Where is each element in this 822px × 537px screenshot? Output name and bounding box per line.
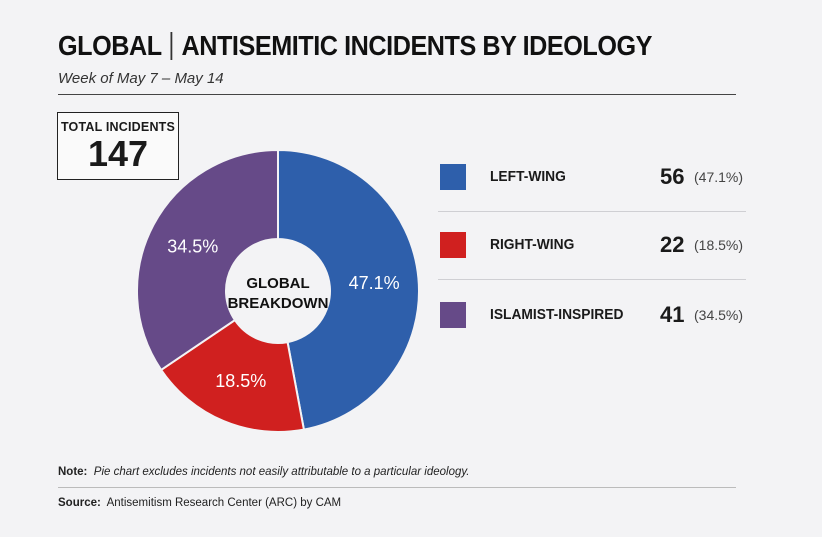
legend-label: ISLAMIST-INSPIRED	[490, 306, 624, 323]
legend-count: 22	[660, 232, 685, 257]
legend-count: 41	[660, 302, 685, 327]
legend-percent: (47.1%)	[694, 169, 744, 185]
note-text: Pie chart excludes incidents not easily …	[93, 466, 470, 478]
source-label: Source:	[58, 497, 101, 509]
legend-count: 56	[660, 164, 685, 189]
total-incidents-label: TOTAL INCIDENTS	[60, 120, 176, 134]
center-label-line-1: GLOBAL	[246, 275, 309, 292]
total-incidents-value: 147	[87, 133, 149, 174]
footer-divider	[58, 487, 736, 488]
note-label: Note:	[58, 466, 88, 478]
slice-label-left-wing: 47.1%	[349, 273, 400, 293]
legend-divider	[438, 279, 746, 280]
total-incidents-box: TOTAL INCIDENTS 147	[57, 112, 179, 180]
center-label-line-2: BREAKDOWN	[228, 295, 329, 312]
chart-title: GLOBAL ANTISEMITIC INCIDENTS BY IDEOLOGY	[58, 30, 652, 62]
legend-label: RIGHT-WING	[490, 236, 575, 253]
legend-item-right-wing: RIGHT-WING 22 (18.5%)	[438, 231, 746, 259]
legend-swatch	[440, 164, 466, 190]
donut-hole	[226, 239, 330, 343]
legend-item-islamist-inspired: ISLAMIST-INSPIRED 41 (34.5%)	[438, 301, 746, 329]
legend-percent: (18.5%)	[694, 237, 744, 253]
legend-item-left-wing: LEFT-WING 56 (47.1%)	[438, 163, 746, 191]
source-line: Source: Antisemitism Research Center (AR…	[58, 497, 341, 509]
title-separator	[170, 32, 173, 60]
header-divider	[58, 94, 736, 95]
footnote: Note: Pie chart excludes incidents not e…	[58, 466, 469, 478]
legend-swatch	[440, 232, 466, 258]
title-main: ANTISEMITIC INCIDENTS BY IDEOLOGY	[181, 30, 653, 61]
chart-subtitle: Week of May 7 – May 14	[58, 70, 224, 87]
slice-label-right-wing: 18.5%	[215, 371, 266, 391]
legend-percent: (34.5%)	[694, 307, 744, 323]
legend-label: LEFT-WING	[490, 168, 566, 185]
title-region: GLOBAL	[58, 30, 162, 61]
legend-swatch	[440, 302, 466, 328]
source-text: Antisemitism Research Center (ARC) by CA…	[106, 497, 342, 509]
slice-label-islamist-inspired: 34.5%	[167, 237, 218, 257]
legend-divider	[438, 211, 746, 212]
